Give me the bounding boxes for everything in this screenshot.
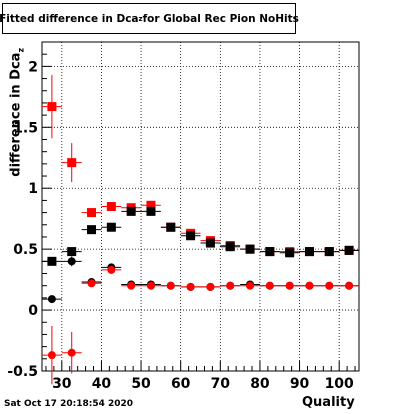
data-point-circle	[166, 281, 175, 290]
x-tick-label: 50	[131, 376, 151, 392]
data-point-square	[47, 256, 57, 266]
data-point-circle	[206, 282, 215, 291]
data-point-circle	[226, 281, 235, 290]
data-point-square	[344, 245, 354, 255]
data-point-circle	[146, 281, 155, 290]
data-point-square	[47, 102, 57, 112]
y-tick-label: 1.5	[13, 120, 38, 136]
title-main: Fitted difference in Dca	[0, 12, 139, 25]
x-tick-label: 100	[325, 376, 354, 392]
data-point-square	[324, 247, 334, 257]
data-point-square	[205, 238, 215, 248]
data-point-square	[146, 200, 156, 210]
data-point-circle	[67, 348, 76, 357]
data-point-square	[146, 206, 156, 216]
data-point-square	[304, 247, 314, 257]
data-point-square	[126, 206, 136, 216]
data-point-square	[285, 248, 295, 258]
y-tick-label: 0	[28, 303, 38, 319]
data-point-circle	[325, 281, 334, 290]
data-point-circle	[87, 279, 96, 288]
data-point-square	[245, 244, 255, 254]
y-tick-label: -0.5	[7, 364, 38, 380]
data-point-square	[265, 247, 275, 257]
y-tick-label: 0.5	[13, 242, 38, 258]
y-axis-label: difference in Dcaz	[9, 37, 26, 187]
title-subscript: z	[138, 14, 143, 23]
chart-title: Fitted difference in Dca z for Global Rec…	[0, 3, 299, 34]
x-tick-label: 80	[250, 376, 270, 392]
data-point-circle	[246, 281, 255, 290]
y-tick-label: 2	[28, 59, 38, 75]
footer-date: Sat Oct 17 20:18:54 2020	[4, 399, 134, 409]
y-axis-label-subscript: z	[16, 47, 26, 53]
data-point-square	[225, 242, 235, 252]
y-axis-label-main: difference in Dca	[8, 52, 24, 177]
data-point-square	[67, 247, 77, 257]
data-point-square	[67, 158, 77, 168]
data-point-square	[186, 231, 196, 241]
data-point-square	[166, 222, 176, 232]
y-tick-label: 1	[28, 181, 38, 197]
x-tick-label: 30	[52, 376, 72, 392]
x-axis-label: Quality	[302, 395, 355, 410]
x-tick-label: 70	[211, 376, 231, 392]
frame	[41, 41, 360, 372]
data-point-circle	[305, 281, 314, 290]
x-tick-label: 40	[92, 376, 112, 392]
data-point-circle	[265, 281, 274, 290]
data-point-square	[106, 222, 116, 232]
data-point-circle	[47, 295, 56, 304]
data-point-circle	[107, 265, 116, 274]
data-point-square	[87, 208, 97, 218]
data-point-square	[87, 225, 97, 235]
data-point-circle	[127, 281, 136, 290]
data-point-square	[106, 202, 116, 211]
data-point-circle	[285, 281, 294, 290]
x-tick-label: 60	[171, 376, 191, 392]
x-tick-label: 90	[290, 376, 310, 392]
title-rest: for Global Rec Pion NoHits	[142, 12, 299, 25]
data-point-circle	[67, 257, 76, 266]
data-point-circle	[345, 281, 354, 290]
data-point-circle	[47, 351, 56, 360]
data-point-circle	[186, 282, 195, 291]
